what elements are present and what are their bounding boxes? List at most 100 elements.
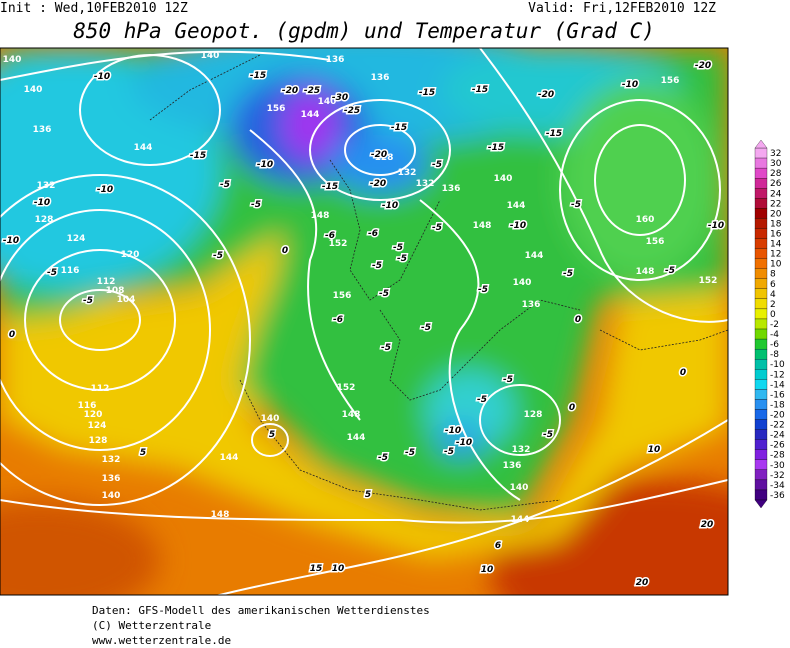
- temperature-label: -20: [370, 179, 386, 189]
- geopotential-label: 128: [35, 215, 54, 225]
- footer-line: (C) Wetterzentrale: [92, 619, 211, 632]
- temperature-label: -10: [97, 185, 113, 195]
- temperature-label: -25: [344, 106, 360, 116]
- geopotential-label: 156: [267, 104, 286, 114]
- temperature-label: -5: [381, 343, 391, 353]
- geopotential-label: 136: [326, 55, 345, 65]
- temperature-label: -10: [708, 221, 724, 231]
- temperature-label: 5: [365, 490, 371, 500]
- temperature-label: -5: [665, 266, 675, 276]
- geopotential-label: 136: [503, 461, 522, 471]
- colorbar-label: 32: [770, 149, 781, 159]
- colorbar-swatch: [754, 469, 768, 481]
- colorbar-swatch: [754, 198, 768, 209]
- colorbar-swatch: [754, 188, 768, 199]
- temperature-label: -6: [368, 229, 378, 239]
- geopotential-label: 132: [416, 179, 435, 189]
- geopotential-label: 140: [513, 278, 532, 288]
- geopotential-label: 156: [661, 76, 680, 86]
- colorbar-label: 6: [770, 280, 776, 290]
- colorbar-swatch: [754, 449, 768, 460]
- colorbar-label: 28: [770, 169, 782, 179]
- colorbar-swatch: [754, 369, 768, 380]
- colorbar-label: 20: [770, 209, 782, 219]
- temperature-label: -15: [419, 88, 435, 98]
- temperature-label: -20: [538, 90, 554, 100]
- temperature-label: -5: [393, 243, 403, 253]
- temperature-label: -10: [3, 236, 19, 246]
- geopotential-label: 144: [525, 251, 544, 261]
- geopotential-contours: [0, 48, 728, 595]
- geopotential-label: 140: [201, 51, 220, 61]
- geopotential-label: 124: [88, 421, 107, 431]
- geopotential-label: 112: [91, 384, 110, 394]
- footer-line: www.wetterzentrale.de: [92, 634, 231, 647]
- temperature-label: -5: [432, 223, 442, 233]
- colorbar-swatch: [754, 268, 768, 279]
- colorbar-label: 2: [770, 300, 776, 310]
- geopotential-label: 140: [510, 483, 529, 493]
- colorbar-swatch: [754, 459, 768, 470]
- colorbar-label: -2: [770, 320, 779, 330]
- coastlines: [149, 54, 728, 511]
- temperature-label: -10: [34, 198, 50, 208]
- colorbar-swatch: [754, 429, 768, 440]
- temperature-label: -5: [503, 375, 513, 385]
- geopotential-label: 112: [97, 277, 116, 287]
- geopotential-label: 140: [261, 414, 280, 424]
- colorbar-label: -30: [770, 461, 785, 471]
- temperature-label: 0: [680, 368, 686, 378]
- map-title: 850 hPa Geopot. (gpdm) und Temperatur (G…: [73, 19, 655, 43]
- colorbar-swatch: [754, 147, 768, 159]
- colorbar-swatch: [754, 228, 768, 239]
- temperature-label: -15: [391, 123, 407, 133]
- colorbar-label: -18: [770, 400, 785, 410]
- temperature-label: -15: [322, 182, 338, 192]
- colorbar-label: 16: [770, 229, 782, 239]
- temperature-label: -20: [695, 61, 711, 71]
- colorbar-label: -36: [770, 491, 785, 501]
- geopotential-label: 136: [102, 474, 121, 484]
- colorbar-swatch: [754, 167, 768, 179]
- colorbar-label: -8: [770, 350, 779, 360]
- temperature-label: -20: [282, 86, 298, 96]
- temperature-label: -10: [510, 221, 526, 231]
- geopotential-label: 156: [646, 237, 665, 247]
- colorbar-label: -4: [770, 330, 779, 340]
- colorbar-label: -26: [770, 441, 785, 451]
- colorbar-swatch: [754, 298, 768, 310]
- temperature-label: -15: [190, 151, 206, 161]
- temperature-label: 6: [495, 541, 501, 551]
- temperature-label: 0: [569, 403, 575, 413]
- colorbar-label: -32: [770, 471, 785, 481]
- colorbar-label: -12: [770, 370, 785, 380]
- colorbar-label: 22: [770, 199, 781, 209]
- colorbar-swatch: [754, 348, 768, 360]
- geopotential-label: 128: [375, 153, 394, 163]
- temperature-label: -5: [405, 448, 415, 458]
- colorbar-swatch: [754, 379, 768, 390]
- temperature-label: -6: [333, 315, 343, 325]
- colorbar-swatch: [754, 278, 768, 289]
- temperature-label: -5: [83, 296, 93, 306]
- colorbar-swatch: [754, 288, 768, 300]
- geopotential-label: 104: [117, 295, 136, 305]
- colorbar-swatch: [754, 439, 768, 450]
- geopotential-label: 132: [398, 168, 417, 178]
- temperature-label: -15: [488, 143, 504, 153]
- map-frame: [0, 47, 729, 596]
- temperature-label: -5: [378, 453, 388, 463]
- temperature-label: -10: [382, 201, 398, 211]
- temperature-label: 20: [636, 578, 649, 588]
- temperature-label: -5: [432, 160, 442, 170]
- colorbar-swatch: [754, 328, 768, 340]
- temperature-label: 0: [9, 330, 15, 340]
- temperature-label: -5: [543, 430, 553, 440]
- geopotential-label: 152: [699, 276, 718, 286]
- temperature-label: -5: [47, 268, 57, 278]
- geopotential-label: 144: [220, 453, 239, 463]
- colorbar: 32302826242220181614121086420-2-4-6-8-10…: [754, 139, 785, 509]
- temperature-label: 10: [648, 445, 661, 455]
- geopotential-label: 128: [89, 436, 108, 446]
